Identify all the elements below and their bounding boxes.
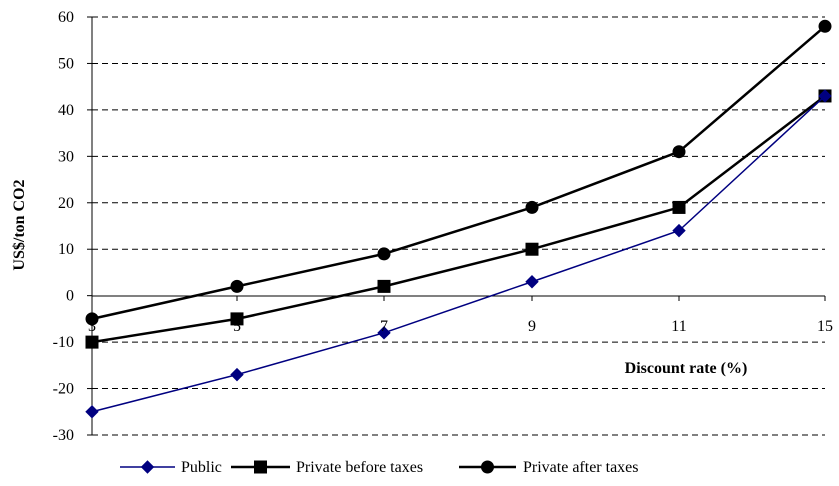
x-axis-title: Discount rate (%) xyxy=(625,360,748,377)
series-line xyxy=(91,94,826,344)
y-tick-label: 40 xyxy=(58,102,74,119)
x-tick-label: 15 xyxy=(817,318,833,335)
data-point-marker xyxy=(377,326,391,340)
legend-label: Private before taxes xyxy=(296,459,423,476)
series-private-before-taxes xyxy=(85,89,832,349)
data-point-marker xyxy=(525,242,539,256)
x-tick-label: 5 xyxy=(233,318,241,335)
gridlines xyxy=(92,16,825,436)
tick-labels: -30 -20 -10 0 10 20 30 40 50 60 3 5 7 9 11 15 xyxy=(53,9,833,444)
x-tick-label: 11 xyxy=(671,318,686,335)
y-tick-label: 60 xyxy=(58,9,74,26)
series-private-after-taxes xyxy=(85,19,832,326)
x-tick-label: 7 xyxy=(380,318,388,335)
series-line xyxy=(91,25,826,321)
legend-marker xyxy=(481,460,494,474)
series-line xyxy=(91,95,826,413)
y-tick-label: -20 xyxy=(53,381,74,398)
data-point-marker xyxy=(818,19,832,33)
series-group xyxy=(85,19,832,419)
data-point-marker xyxy=(377,279,391,293)
y-axis-title: US$/ton CO2 xyxy=(11,179,28,270)
y-tick-label: 30 xyxy=(58,148,74,165)
legend-marker xyxy=(254,460,267,474)
y-tick-label: -30 xyxy=(53,427,74,444)
legend: Public Private before taxes Private after … xyxy=(120,459,639,476)
legend-label: Private after taxes xyxy=(523,459,639,476)
y-tick-label: 20 xyxy=(58,195,74,212)
data-point-marker xyxy=(230,312,244,326)
x-tick-label: 3 xyxy=(88,318,96,335)
x-tick-label: 9 xyxy=(528,318,536,335)
data-point-marker xyxy=(377,247,391,261)
axes xyxy=(87,16,826,436)
y-tick-label: 50 xyxy=(58,55,74,72)
y-tick-label: 0 xyxy=(66,288,74,305)
legend-label: Public xyxy=(181,459,222,476)
series-public xyxy=(85,89,832,419)
legend-item: Private after taxes xyxy=(459,459,639,476)
data-point-marker xyxy=(672,223,686,238)
y-tick-label: -10 xyxy=(53,334,74,351)
data-point-marker xyxy=(672,145,686,159)
data-point-marker xyxy=(672,200,686,214)
data-point-marker xyxy=(85,405,99,419)
data-point-marker xyxy=(525,200,539,214)
data-point-marker xyxy=(230,367,244,382)
data-point-marker xyxy=(525,275,539,289)
data-point-marker xyxy=(85,312,99,326)
legend-item: Public xyxy=(120,459,222,476)
data-point-marker xyxy=(818,89,832,103)
data-point-marker xyxy=(85,335,99,349)
legend-marker xyxy=(140,460,155,474)
legend-item: Private before taxes xyxy=(231,459,423,476)
y-tick-label: 10 xyxy=(58,241,74,258)
data-point-marker xyxy=(230,279,244,293)
